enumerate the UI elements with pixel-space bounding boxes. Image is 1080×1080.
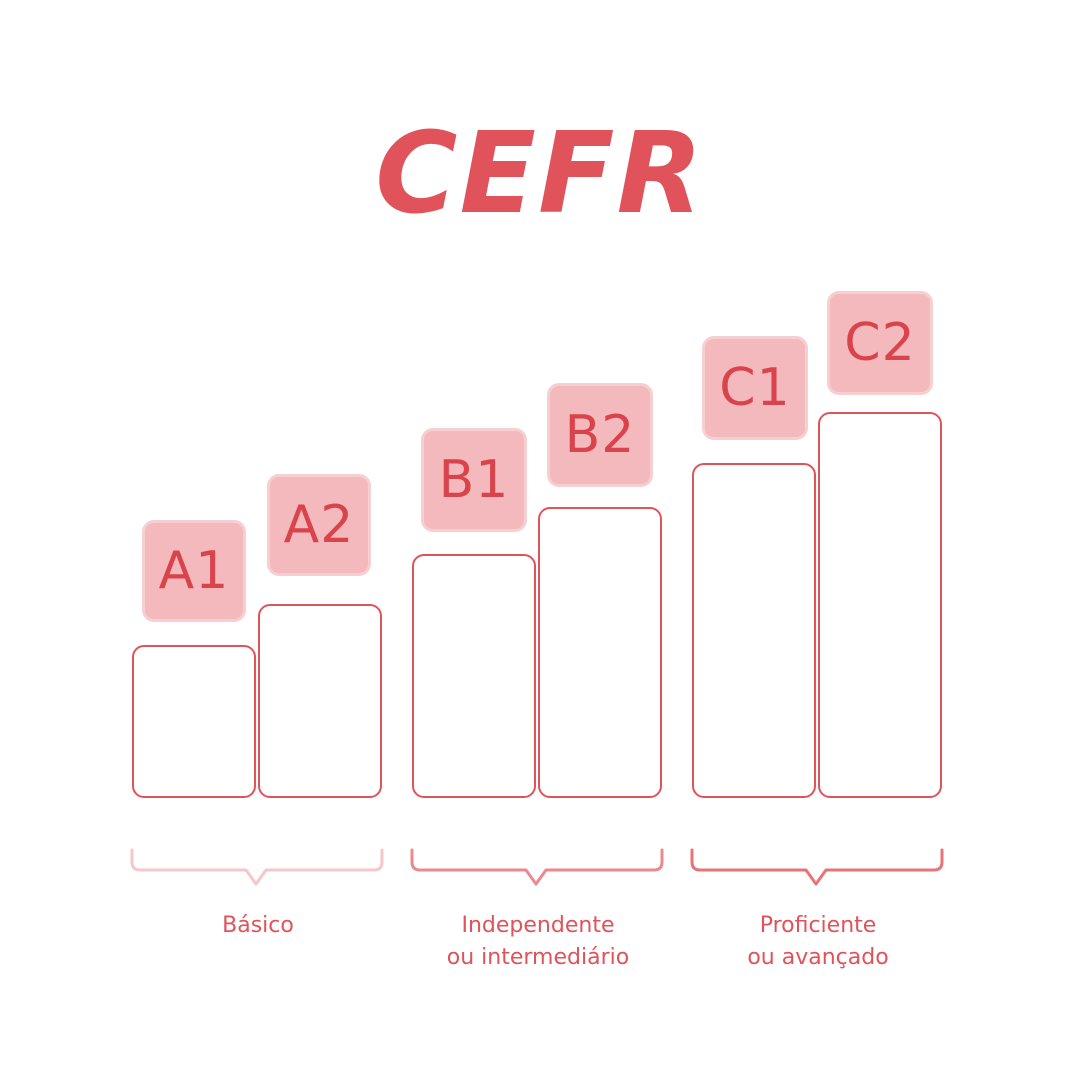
step-c2 xyxy=(818,412,942,798)
level-badge-c1: C1 xyxy=(702,336,808,440)
step-b1 xyxy=(412,554,536,798)
group-label-line: Independente xyxy=(461,913,615,938)
brace-independent xyxy=(410,848,664,886)
group-label-line: Básico xyxy=(222,913,294,938)
group-label-independent: Independente ou intermediário xyxy=(408,910,668,974)
group-label-line: ou avançado xyxy=(747,945,889,970)
step-b2 xyxy=(538,507,662,798)
group-label-line: ou intermediário xyxy=(446,945,630,970)
step-a2 xyxy=(258,604,382,798)
page-title: CEFR xyxy=(375,109,705,239)
brace-basic xyxy=(130,848,384,886)
level-badge-a1: A1 xyxy=(142,520,246,622)
level-badge-a2: A2 xyxy=(267,474,371,576)
step-c1 xyxy=(692,463,816,798)
level-badge-b2: B2 xyxy=(547,383,653,487)
level-badge-b1: B1 xyxy=(421,428,527,532)
step-a1 xyxy=(132,645,256,798)
group-label-proficient: Proficiente ou avançado xyxy=(688,910,948,974)
brace-proficient xyxy=(690,848,944,886)
group-label-line: Proficiente xyxy=(759,913,877,938)
level-badge-c2: C2 xyxy=(827,291,933,395)
group-label-basic: Básico xyxy=(128,910,388,942)
